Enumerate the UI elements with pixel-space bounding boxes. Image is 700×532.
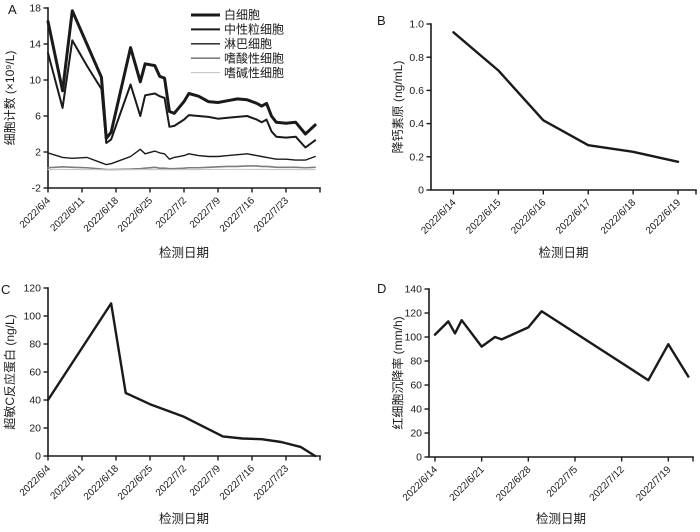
y-tick-label: 1.0 xyxy=(409,19,424,31)
y-tick-label: 18 xyxy=(29,3,41,15)
x-tick-label: 2022/6/21 xyxy=(448,464,488,504)
x-tick-label: 2022/7/2 xyxy=(154,195,190,231)
x-tick-label: 2022/6/25 xyxy=(116,195,156,235)
x-tick-label: 2022/6/18 xyxy=(82,195,122,235)
y-tick-label: 2 xyxy=(35,147,41,159)
panel-label-b: B xyxy=(377,13,386,28)
legend-entry-label: 嗜碱性细胞 xyxy=(224,66,284,80)
series-line-0 xyxy=(452,31,680,163)
panel-label-d: D xyxy=(377,281,387,296)
y-tick-label: 10 xyxy=(29,75,41,87)
legend-entry-label: 中性粒细胞 xyxy=(224,22,284,37)
y-axis-label: 降钙素原 (ng/mL) xyxy=(391,61,405,154)
y-tick-label: 40 xyxy=(410,404,422,416)
x-tick-label: 2022/6/11 xyxy=(48,463,87,502)
y-tick-label: 0 xyxy=(35,451,41,463)
y-tick-label: 14 xyxy=(29,39,41,51)
x-tick-label: 2022/7/16 xyxy=(218,463,258,503)
x-tick-label: 2022/7/23 xyxy=(252,195,292,235)
x-tick-label: 2022/7/12 xyxy=(588,464,628,504)
y-tick-label: 0.8 xyxy=(409,52,424,64)
x-tick-label: 2022/6/17 xyxy=(554,197,594,237)
x-tick-label: 2022/7/2 xyxy=(154,463,190,499)
x-tick-label: 2022/6/18 xyxy=(599,197,639,237)
x-tick-label: 2022/7/23 xyxy=(252,463,292,503)
legend-entry-label: 白细胞 xyxy=(224,7,260,22)
y-tick-label: 0 xyxy=(418,185,424,197)
y-axis-label: 细胞计数 (×10⁹/L) xyxy=(2,51,17,146)
y-tick-label: 20 xyxy=(410,428,422,440)
y-tick-label: 20 xyxy=(29,423,41,435)
y-tick-label: 0.6 xyxy=(409,85,424,97)
x-tick-label: 2022/6/14 xyxy=(419,197,459,237)
panel-label-a: A xyxy=(8,2,17,17)
x-tick-label: 2022/6/28 xyxy=(494,464,534,504)
chart-A-wbc-counts: -2261014182022/6/42022/6/112022/6/182022… xyxy=(2,3,321,260)
y-tick-label: 120 xyxy=(404,308,422,320)
y-axis-label: 红细胞沉降率 (mm/h) xyxy=(390,316,405,429)
chart-C-hs-crp: 0204060801001202022/6/42022/6/112022/6/1… xyxy=(2,283,321,526)
x-tick-label: 2022/7/16 xyxy=(218,195,258,235)
series-line-0 xyxy=(46,302,317,458)
y-tick-label: 40 xyxy=(29,395,41,407)
y-tick-label: 140 xyxy=(404,284,422,296)
y-tick-label: 80 xyxy=(410,356,422,368)
x-tick-label: 2022/7/19 xyxy=(634,464,674,504)
y-tick-label: 120 xyxy=(23,283,41,295)
y-tick-label: 60 xyxy=(410,380,422,392)
y-tick-label: 60 xyxy=(29,367,41,379)
legend-entry-label: 淋巴细胞 xyxy=(224,37,272,51)
legend-entry-label: 嗜酸性细胞 xyxy=(224,50,284,65)
axis-spines xyxy=(47,287,321,457)
x-axis-label: 检测日期 xyxy=(159,511,209,526)
x-axis-label: 检测日期 xyxy=(538,245,588,260)
y-tick-label: 0 xyxy=(416,452,422,464)
x-tick-label: 2022/6/25 xyxy=(116,463,156,503)
axis-spines xyxy=(430,23,697,191)
y-tick-label: 0.4 xyxy=(409,118,424,130)
x-axis-label: 检测日期 xyxy=(536,511,586,526)
x-tick-label: 2022/6/18 xyxy=(82,463,122,503)
y-tick-label: 100 xyxy=(404,332,422,344)
x-tick-label: 2022/6/15 xyxy=(464,197,504,237)
series-line-2 xyxy=(47,148,316,166)
panel-label-c: C xyxy=(1,282,11,297)
y-tick-label: 6 xyxy=(35,111,41,123)
series-line-1 xyxy=(47,39,317,149)
series-line-0 xyxy=(46,9,317,140)
series-line-0 xyxy=(433,310,690,382)
x-tick-label: 2022/6/11 xyxy=(48,195,87,234)
x-tick-label: 2022/6/14 xyxy=(401,464,441,504)
y-tick-label: 100 xyxy=(23,311,41,323)
x-tick-label: 2022/6/19 xyxy=(644,197,684,237)
x-tick-label: 2022/6/16 xyxy=(509,197,549,237)
y-tick-label: 0.2 xyxy=(409,151,424,163)
x-axis-label: 检测日期 xyxy=(159,245,209,260)
y-axis-label: 超敏C反应蛋白 (ng/L) xyxy=(2,314,17,429)
y-tick-label: 80 xyxy=(29,339,41,351)
y-tick-label: -2 xyxy=(32,183,41,195)
x-tick-label: 2022/7/5 xyxy=(545,464,581,500)
